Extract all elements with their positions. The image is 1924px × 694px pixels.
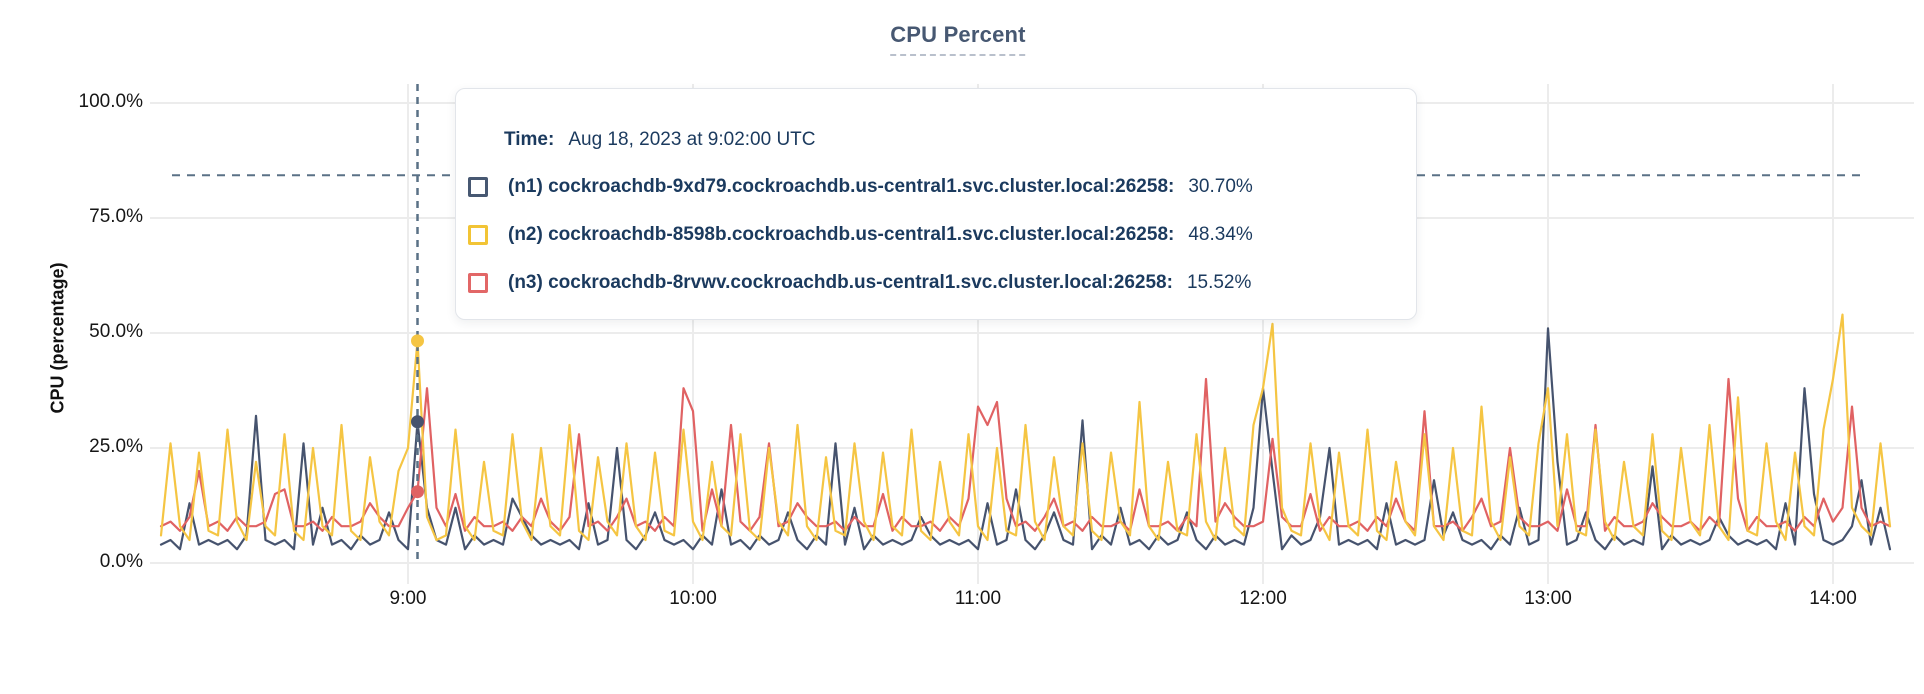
tooltip-node-row-n1: (n1) cockroachdb-9xd79.cockroachdb.us-ce…: [468, 175, 1416, 199]
legend-swatch-icon: [468, 225, 488, 245]
tooltip-node-row-n2: (n2) cockroachdb-8598b.cockroachdb.us-ce…: [468, 223, 1416, 247]
series-line-n1: [159, 327, 1892, 551]
highlight-dot-n3: [411, 485, 424, 499]
highlight-dot-n2: [411, 334, 424, 348]
legend-swatch-icon: [468, 177, 488, 197]
x-tick-label: 11:00: [954, 588, 1002, 609]
chart-tooltip: Time: Aug 18, 2023 at 9:02:00 UTC (n1) co…: [455, 88, 1417, 320]
chart-title[interactable]: CPU Percent: [890, 22, 1026, 56]
tooltip-node-value: 30.70%: [1188, 176, 1253, 197]
chart-title-wrap: CPU Percent: [890, 22, 1026, 56]
x-tick-label: 14:00: [1809, 588, 1857, 609]
y-tick-label: 75.0%: [89, 206, 143, 227]
tooltip-node-row-n3: (n3) cockroachdb-8rvwv.cockroachdb.us-ce…: [468, 271, 1416, 295]
tooltip-node-value: 15.52%: [1186, 272, 1252, 293]
tooltip-time-value: Aug 18, 2023 at 9:02:00 UTC: [568, 129, 816, 150]
x-tick-label: 10:00: [669, 588, 717, 609]
y-tick-label: 100.0%: [78, 91, 143, 112]
tooltip-node-name: (n2) cockroachdb-8598b.cockroachdb.us-ce…: [508, 224, 1175, 245]
y-tick-label: 25.0%: [89, 436, 143, 457]
legend-swatch-icon: [468, 273, 488, 293]
series-line-n2: [159, 313, 1892, 542]
tooltip-node-name: (n1) cockroachdb-9xd79.cockroachdb.us-ce…: [508, 176, 1175, 197]
x-tick-label: 12:00: [1239, 588, 1287, 609]
tooltip-time-row: Time: Aug 18, 2023 at 9:02:00 UTC: [504, 129, 1416, 151]
tooltip-node-value: 48.34%: [1188, 224, 1253, 245]
tooltip-time-label: Time:: [504, 129, 555, 150]
tooltip-node-name: (n3) cockroachdb-8rvwv.cockroachdb.us-ce…: [508, 272, 1173, 293]
x-tick-label: 13:00: [1524, 588, 1572, 609]
y-tick-label: 50.0%: [89, 321, 143, 342]
highlight-dot-n1: [411, 415, 424, 429]
x-tick-label: 9:00: [389, 588, 427, 609]
y-tick-label: 0.0%: [99, 551, 143, 572]
